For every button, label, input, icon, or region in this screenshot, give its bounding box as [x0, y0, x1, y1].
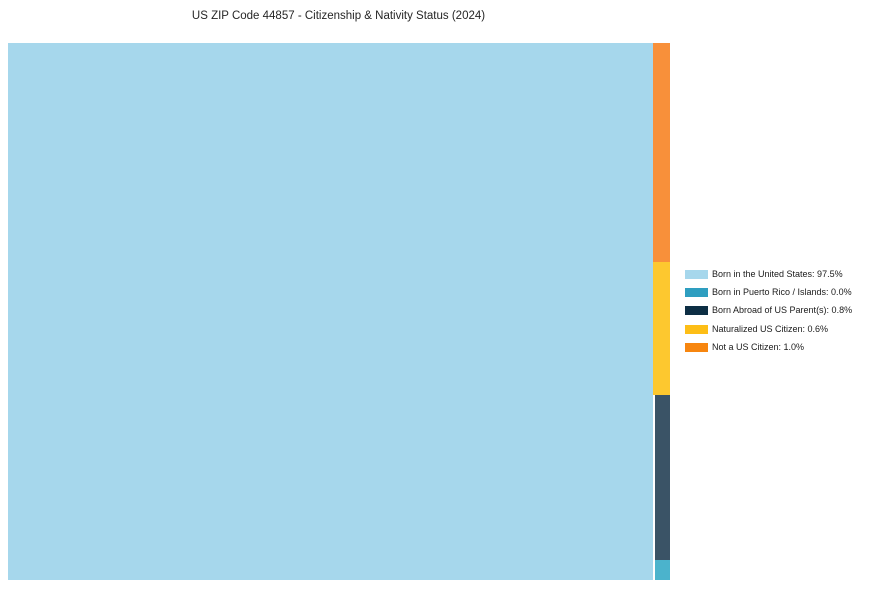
- treemap-tile[interactable]: [653, 43, 670, 262]
- legend-color-swatch: [685, 324, 708, 334]
- treemap-tile[interactable]: [653, 262, 670, 395]
- legend-item[interactable]: Born in the United States: 97.5%: [685, 265, 885, 283]
- legend-item-label: Born in the United States: 97.5%: [712, 268, 843, 279]
- legend-color-swatch: [685, 343, 708, 353]
- treemap-plot-area: [8, 43, 670, 580]
- legend-item[interactable]: Naturalized US Citizen: 0.6%: [685, 320, 885, 338]
- legend-item-label: Born in Puerto Rico / Islands: 0.0%: [712, 287, 852, 298]
- chart-legend: Born in the United States: 97.5% Born in …: [685, 265, 885, 357]
- legend-item[interactable]: Born in Puerto Rico / Islands: 0.0%: [685, 283, 885, 301]
- page-title: US ZIP Code 44857 - Citizenship & Nativi…: [191, 10, 486, 22]
- legend-color-swatch: [685, 288, 708, 298]
- legend-color-swatch: [685, 269, 708, 279]
- legend-item-label: Born Abroad of US Parent(s): 0.8%: [712, 305, 853, 316]
- treemap-tile[interactable]: [8, 43, 653, 580]
- treemap-tile[interactable]: [655, 560, 670, 580]
- legend-item[interactable]: Not a US Citizen: 1.0%: [685, 339, 885, 357]
- treemap-tile[interactable]: [655, 395, 670, 560]
- legend-color-swatch: [685, 306, 708, 316]
- legend-item-label: Not a US Citizen: 1.0%: [712, 342, 805, 353]
- legend-item-label: Naturalized US Citizen: 0.6%: [712, 323, 829, 334]
- legend-item[interactable]: Born Abroad of US Parent(s): 0.8%: [685, 302, 885, 320]
